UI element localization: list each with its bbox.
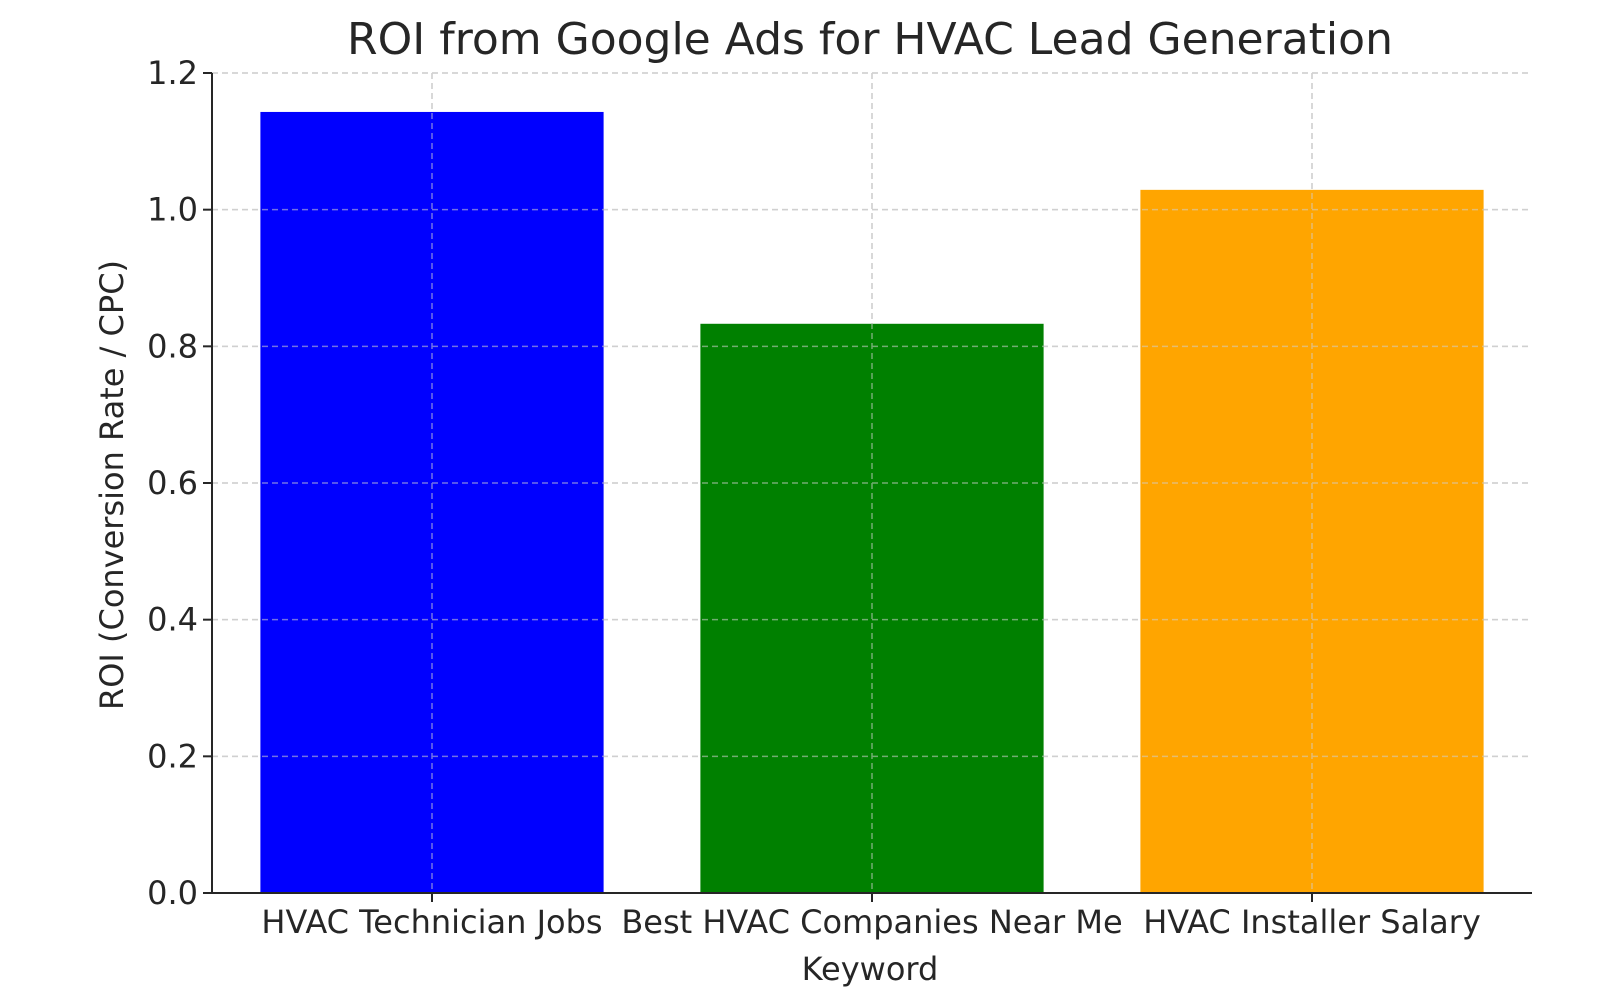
y-tick-label: 0.0 [147, 874, 198, 912]
y-tick-label: 0.2 [147, 737, 198, 775]
y-tick-labels: 0.0 0.2 0.4 0.6 0.8 1.0 1.2 [147, 54, 198, 912]
y-tick-label: 1.0 [147, 191, 198, 229]
x-tick-label: HVAC Technician Jobs [261, 903, 602, 941]
x-tick-labels: HVAC Technician Jobs Best HVAC Companies … [261, 903, 1480, 941]
x-tick-label: HVAC Installer Salary [1143, 903, 1481, 941]
bar [260, 111, 604, 893]
y-tick-label: 0.6 [147, 464, 198, 502]
x-tick-label: Best HVAC Companies Near Me [621, 903, 1122, 941]
grid-overlay [212, 72, 1532, 893]
y-axis-label: ROI (Conversion Rate / CPC) [93, 260, 131, 710]
y-tick-label: 0.4 [147, 601, 198, 639]
x-axis-label: Keyword [802, 950, 939, 988]
y-tick-label: 1.2 [147, 54, 198, 92]
chart-title: ROI from Google Ads for HVAC Lead Genera… [347, 14, 1393, 65]
axes [203, 72, 1532, 902]
y-tick-label: 0.8 [147, 327, 198, 365]
